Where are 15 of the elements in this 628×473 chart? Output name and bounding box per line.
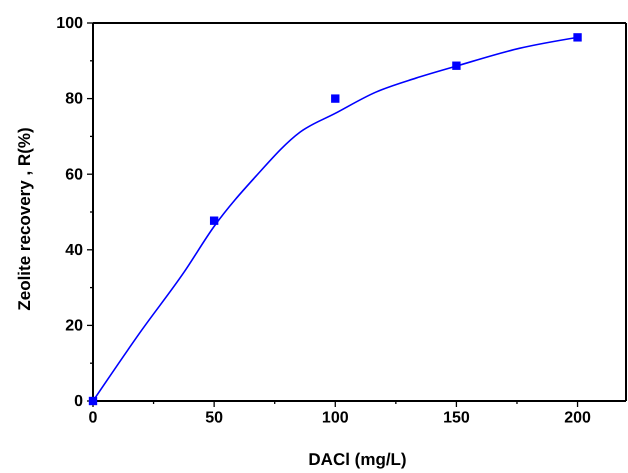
y-tick-label: 80 — [65, 90, 84, 108]
y-axis-title: Zeolite recovery , R(%) — [15, 127, 34, 311]
x-axis-title: DACl (mg/L) — [308, 450, 407, 469]
x-tick-label: 150 — [443, 409, 470, 426]
y-tick-label: 0 — [74, 393, 84, 410]
x-tick-label: 200 — [564, 409, 591, 426]
y-tick-label: 100 — [56, 15, 84, 32]
point — [210, 216, 218, 225]
x-tick-label: 50 — [205, 409, 224, 426]
x-tick-label: 0 — [88, 409, 98, 426]
y-tick-label: 40 — [65, 242, 84, 259]
x-tick-label: 100 — [322, 409, 349, 426]
y-tick-label: 60 — [65, 166, 84, 184]
y-tick-label: 20 — [65, 318, 84, 335]
point — [331, 94, 340, 103]
